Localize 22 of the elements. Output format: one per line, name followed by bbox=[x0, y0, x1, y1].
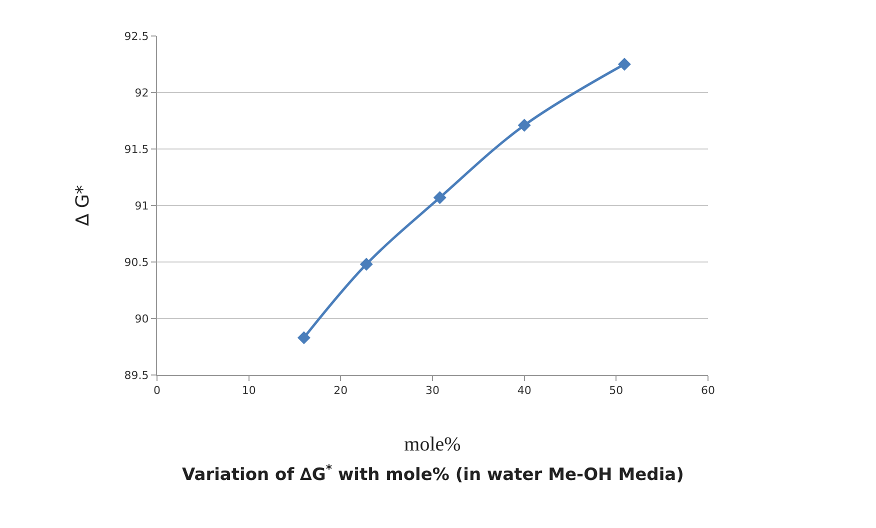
y-tick-label: 92.5 bbox=[124, 30, 149, 43]
x-tick-label: 20 bbox=[334, 384, 348, 398]
y-tick-label: 89.5 bbox=[124, 368, 149, 382]
x-tick-label: 0 bbox=[154, 384, 160, 398]
x-tick-label: 30 bbox=[426, 384, 440, 398]
x-tick-label: 40 bbox=[517, 384, 532, 398]
x-tick-label: 50 bbox=[609, 384, 624, 398]
y-tick-label: 92 bbox=[134, 86, 149, 100]
y-tick-label: 91 bbox=[134, 199, 149, 212]
x-tick-label: 10 bbox=[242, 384, 256, 398]
point bbox=[618, 58, 631, 71]
x-axis-title: mole% bbox=[404, 434, 461, 456]
text: Variation of ∆G$^{*}$ with mole% (in water Me-OH Media) bbox=[182, 462, 684, 486]
y-axis-title: ∆ G* bbox=[72, 185, 94, 227]
y-tick-label: 90.5 bbox=[124, 256, 149, 269]
point bbox=[433, 191, 446, 204]
y-tick-label: 90 bbox=[134, 312, 149, 326]
point bbox=[297, 331, 310, 344]
y-tick-label: 91.5 bbox=[124, 142, 149, 156]
point bbox=[518, 118, 531, 132]
point bbox=[360, 258, 373, 271]
x-tick-label: 60 bbox=[701, 384, 715, 398]
